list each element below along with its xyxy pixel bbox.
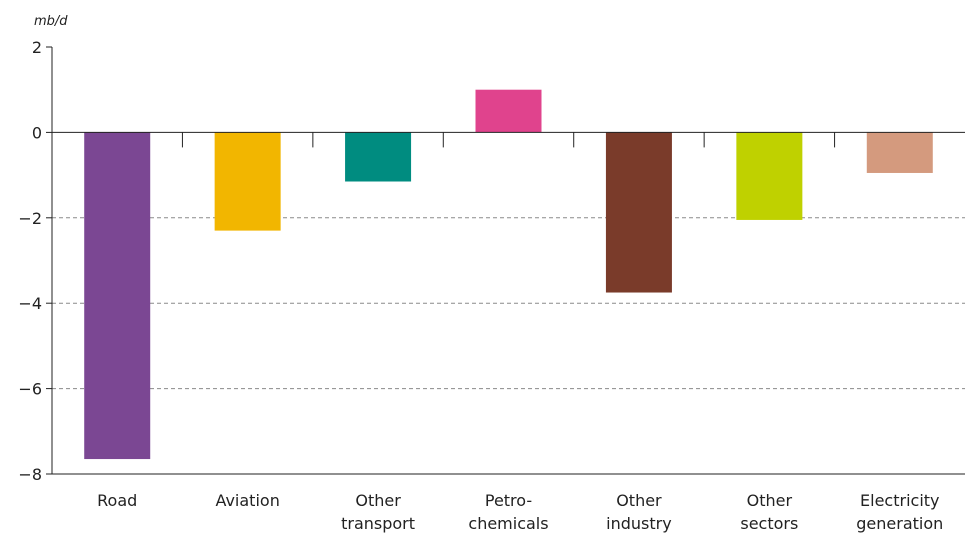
bar-other-transport (345, 132, 412, 182)
y-tick-label: −4 (18, 294, 42, 313)
category-label: industry (606, 514, 672, 533)
category-label: sectors (740, 514, 798, 533)
y-tick-label: −2 (18, 209, 42, 228)
category-label: Aviation (215, 491, 279, 510)
y-tick-label: −6 (18, 380, 42, 399)
bar-aviation (214, 132, 281, 231)
x-category-labels: Road Aviation Other transport Petro-chemical… (97, 491, 943, 533)
y-tick-label: 2 (32, 38, 42, 57)
category-label: Other (355, 491, 401, 510)
category-label: transport (341, 514, 415, 533)
category-label: Petro- (485, 491, 532, 510)
category-label: Road (97, 491, 137, 510)
y-tick-labels: 2 0 −2 −4 −6 −8 (18, 38, 42, 484)
bar-electricity-generation (866, 132, 933, 173)
bar-other-sectors (736, 132, 803, 220)
category-label: Other (747, 491, 793, 510)
y-tick-label: −8 (18, 465, 42, 484)
y-axis-unit-label: mb/d (34, 14, 68, 29)
axes (46, 46, 965, 475)
bar-petro-chemicals (475, 89, 542, 133)
bar-other-industry (605, 132, 672, 293)
y-tick-label: 0 (32, 123, 42, 142)
bar-road (84, 132, 151, 460)
category-label: chemicals (468, 514, 548, 533)
gridlines (52, 217, 965, 390)
category-label: Electricity (860, 491, 939, 510)
category-label: Other (616, 491, 662, 510)
category-label: generation (856, 514, 943, 533)
bars (84, 89, 933, 460)
